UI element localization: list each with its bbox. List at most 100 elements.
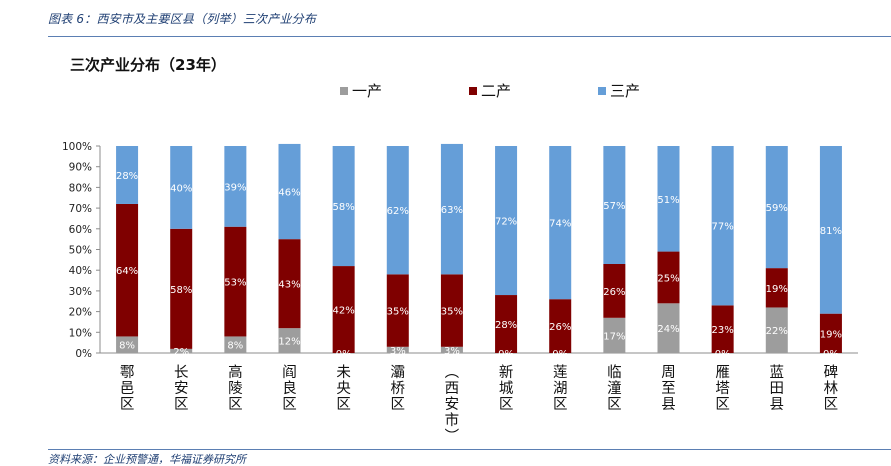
data-label: 0% bbox=[498, 349, 514, 360]
bar-segment-2 bbox=[278, 239, 301, 329]
legend-swatch bbox=[598, 87, 606, 95]
y-tick-label: 60% bbox=[69, 224, 92, 236]
chart-title: 三次产业分布（23年） bbox=[70, 56, 226, 74]
legend-label: 二产 bbox=[481, 82, 511, 100]
data-label: 8% bbox=[227, 341, 243, 352]
data-label: 74% bbox=[549, 219, 571, 230]
bar-segment-2 bbox=[224, 226, 247, 337]
data-label: 26% bbox=[603, 287, 625, 298]
bar-segment-3 bbox=[603, 146, 626, 264]
bar-segment-3 bbox=[170, 146, 193, 229]
figure-caption: 图表 6：西安市及主要区县（列举）三次产业分布 bbox=[48, 12, 317, 26]
data-label: 28% bbox=[495, 320, 517, 331]
y-tick-label: 90% bbox=[69, 162, 92, 174]
bars-group bbox=[116, 143, 842, 353]
data-label: 2% bbox=[173, 347, 189, 358]
data-label: 23% bbox=[712, 325, 734, 336]
bar-segment-1 bbox=[170, 348, 193, 353]
data-label: 0% bbox=[552, 349, 568, 360]
bar-segment-3 bbox=[116, 146, 139, 204]
bar-segment-2 bbox=[549, 299, 572, 353]
bar-segment-3 bbox=[440, 143, 463, 275]
bar-segment-3 bbox=[386, 146, 409, 275]
bar-segment-3 bbox=[819, 146, 842, 314]
bar-segment-3 bbox=[711, 146, 734, 306]
bar-segment-1 bbox=[657, 303, 680, 353]
y-tick-label: 70% bbox=[69, 203, 92, 215]
data-label: 81% bbox=[820, 226, 842, 237]
data-label: 39% bbox=[224, 182, 246, 193]
data-label: 35% bbox=[387, 307, 409, 318]
x-axis-labels: 鄠邑区 长安区 高陵区 阎良区 未央区 灞桥区 ︵西安市︶ 新城区 莲湖区 临潼区 周至县 雁塔区 蓝田… bbox=[120, 364, 839, 445]
x-tick-label: 莲湖区 bbox=[553, 364, 568, 413]
data-label: 59% bbox=[766, 203, 788, 214]
x-tick-label: 阎良区 bbox=[282, 364, 297, 413]
data-label: 42% bbox=[333, 306, 355, 317]
y-tick-label: 30% bbox=[69, 286, 92, 298]
bar-segment-1 bbox=[440, 346, 463, 353]
y-tick-label: 10% bbox=[69, 327, 92, 339]
x-tick-label: 新城区 bbox=[499, 364, 514, 413]
data-label: 24% bbox=[657, 324, 679, 335]
data-label: 26% bbox=[549, 322, 571, 333]
bar-segment-2 bbox=[440, 274, 463, 347]
data-label: 3% bbox=[390, 346, 406, 357]
y-tick-label: 80% bbox=[69, 182, 92, 194]
data-label: 22% bbox=[766, 326, 788, 337]
bar-segment-3 bbox=[278, 143, 301, 240]
bar-segment-1 bbox=[224, 336, 247, 353]
data-label: 46% bbox=[278, 188, 300, 199]
bar-segment-2 bbox=[819, 313, 842, 353]
y-tick-label: 50% bbox=[69, 245, 92, 257]
data-label: 28% bbox=[116, 171, 138, 182]
data-label: 77% bbox=[712, 222, 734, 233]
legend-label: 一产 bbox=[352, 82, 382, 100]
bar-segment-1 bbox=[603, 317, 626, 353]
source-note: 资料来源：企业预警通，华福证券研究所 bbox=[48, 453, 246, 466]
bar-segment-3 bbox=[657, 146, 680, 252]
data-label: 64% bbox=[116, 266, 138, 277]
x-tick-label: 雁塔区 bbox=[715, 365, 730, 413]
bar-segment-3 bbox=[765, 146, 788, 269]
y-tick-label: 40% bbox=[69, 265, 92, 277]
data-labels-group: 8% 64% 28% 2% 58% 40% 8% 53% 39% 12% 43% 46% 0% 42% 58… bbox=[116, 171, 842, 360]
data-label: 72% bbox=[495, 217, 517, 228]
top-divider bbox=[48, 36, 891, 37]
legend-item-2: 二产 bbox=[469, 82, 511, 100]
bar-segment-1 bbox=[278, 328, 301, 353]
legend-item-3: 三产 bbox=[598, 82, 640, 100]
bar-segment-2 bbox=[603, 263, 626, 318]
bar-segment-2 bbox=[711, 305, 734, 353]
bar-segment-2 bbox=[765, 268, 788, 308]
bar-segment-3 bbox=[332, 146, 355, 267]
legend-label: 三产 bbox=[610, 82, 640, 100]
x-tick-label: ︵西安市︶ bbox=[445, 365, 460, 445]
data-label: 40% bbox=[170, 183, 192, 194]
bar-segment-2 bbox=[170, 228, 193, 349]
data-label: 8% bbox=[119, 341, 135, 352]
data-label: 0% bbox=[336, 349, 352, 360]
bar-segment-3 bbox=[549, 146, 572, 300]
data-label: 51% bbox=[657, 195, 679, 206]
data-label: 57% bbox=[603, 201, 625, 212]
bar-segment-3 bbox=[495, 146, 518, 296]
data-label: 62% bbox=[387, 206, 409, 217]
x-tick-label: 长安区 bbox=[174, 364, 189, 413]
y-tick-label: 0% bbox=[75, 348, 92, 360]
data-label: 17% bbox=[603, 331, 625, 342]
y-tick-label: 100% bbox=[62, 141, 92, 153]
data-label: 35% bbox=[441, 307, 463, 318]
x-tick-label: 碑林区 bbox=[824, 364, 839, 413]
data-label: 53% bbox=[224, 278, 246, 289]
legend-swatch bbox=[469, 87, 477, 95]
x-tick-label: 临潼区 bbox=[607, 364, 622, 413]
x-tick-label: 蓝田县 bbox=[770, 364, 785, 413]
y-tick-label: 20% bbox=[69, 307, 92, 319]
data-label: 25% bbox=[657, 273, 679, 284]
data-label: 58% bbox=[333, 202, 355, 213]
bar-segment-1 bbox=[765, 307, 788, 353]
bar-segment-2 bbox=[657, 251, 680, 304]
data-label: 19% bbox=[766, 284, 788, 295]
